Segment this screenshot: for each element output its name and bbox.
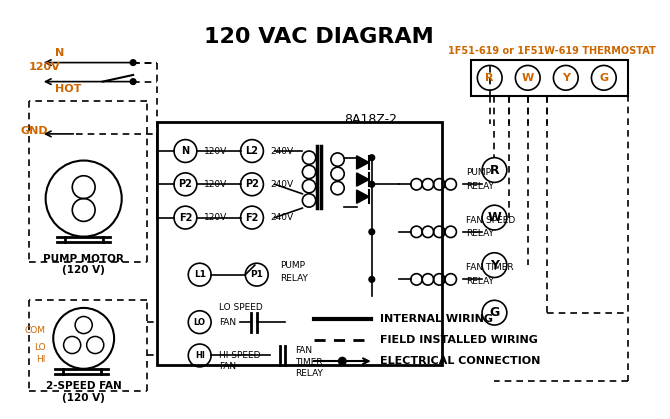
Text: RELAY: RELAY: [295, 369, 323, 378]
Text: 2-SPEED FAN
(120 V): 2-SPEED FAN (120 V): [46, 381, 121, 403]
Text: LO: LO: [194, 318, 206, 327]
Text: RELAY: RELAY: [281, 274, 308, 283]
Text: PUMP: PUMP: [281, 261, 306, 270]
Text: G: G: [599, 73, 608, 83]
Text: 8A18Z-2: 8A18Z-2: [344, 113, 397, 126]
Text: 240V: 240V: [270, 147, 293, 155]
Text: FAN: FAN: [295, 346, 312, 355]
Text: 120V: 120V: [204, 147, 226, 155]
Circle shape: [369, 155, 375, 160]
Bar: [471, 60, 628, 96]
Text: LO SPEED: LO SPEED: [218, 303, 263, 313]
Circle shape: [338, 357, 346, 365]
Text: FAN: FAN: [218, 362, 236, 371]
Polygon shape: [356, 156, 369, 169]
Text: FAN TIMER: FAN TIMER: [466, 264, 514, 272]
Text: INTERNAL WIRING: INTERNAL WIRING: [381, 314, 493, 324]
Text: F2: F2: [245, 212, 259, 222]
Text: ELECTRICAL CONNECTION: ELECTRICAL CONNECTION: [381, 356, 541, 366]
Text: FIELD INSTALLED WIRING: FIELD INSTALLED WIRING: [381, 335, 538, 345]
Text: PUMP: PUMP: [466, 168, 491, 177]
Text: 240V: 240V: [270, 213, 293, 222]
Text: 120V: 120V: [204, 180, 226, 189]
Circle shape: [369, 277, 375, 282]
Text: N: N: [182, 146, 190, 156]
Text: R: R: [490, 163, 499, 176]
Text: HI: HI: [195, 351, 204, 360]
Text: W: W: [522, 73, 534, 83]
Text: RELAY: RELAY: [466, 277, 494, 286]
Circle shape: [130, 60, 136, 65]
Text: COM: COM: [25, 326, 46, 335]
Text: Y: Y: [561, 73, 569, 83]
Text: W: W: [488, 211, 501, 224]
Text: 120V: 120V: [204, 213, 226, 222]
Text: F2: F2: [179, 212, 192, 222]
Text: GND: GND: [21, 126, 48, 136]
Bar: [157, 122, 442, 365]
Circle shape: [369, 229, 375, 235]
Polygon shape: [356, 190, 369, 203]
Text: HI SPEED: HI SPEED: [218, 351, 260, 360]
Text: PUMP MOTOR
(120 V): PUMP MOTOR (120 V): [44, 254, 124, 275]
Text: P1: P1: [251, 270, 263, 279]
Text: N: N: [55, 48, 64, 58]
Text: RELAY: RELAY: [466, 182, 494, 191]
Text: 120 VAC DIAGRAM: 120 VAC DIAGRAM: [204, 27, 433, 47]
Circle shape: [130, 79, 136, 85]
Text: Y: Y: [490, 259, 499, 272]
Text: 120V: 120V: [29, 62, 60, 72]
Text: P2: P2: [178, 179, 192, 189]
Text: 240V: 240V: [270, 180, 293, 189]
Text: P2: P2: [245, 179, 259, 189]
Circle shape: [369, 181, 375, 187]
Text: LO: LO: [34, 343, 46, 352]
Text: G: G: [489, 306, 500, 319]
Text: R: R: [486, 73, 494, 83]
Polygon shape: [356, 173, 369, 186]
Text: L2: L2: [245, 146, 259, 156]
Text: 1F51-619 or 1F51W-619 THERMOSTAT: 1F51-619 or 1F51W-619 THERMOSTAT: [448, 47, 655, 57]
Text: HI: HI: [36, 355, 46, 364]
Text: FAN: FAN: [218, 318, 236, 327]
Text: HOT: HOT: [55, 85, 82, 94]
Text: TIMER: TIMER: [295, 358, 322, 367]
Text: L1: L1: [194, 270, 206, 279]
Text: FAN SPEED: FAN SPEED: [466, 216, 515, 225]
Text: RELAY: RELAY: [466, 229, 494, 238]
